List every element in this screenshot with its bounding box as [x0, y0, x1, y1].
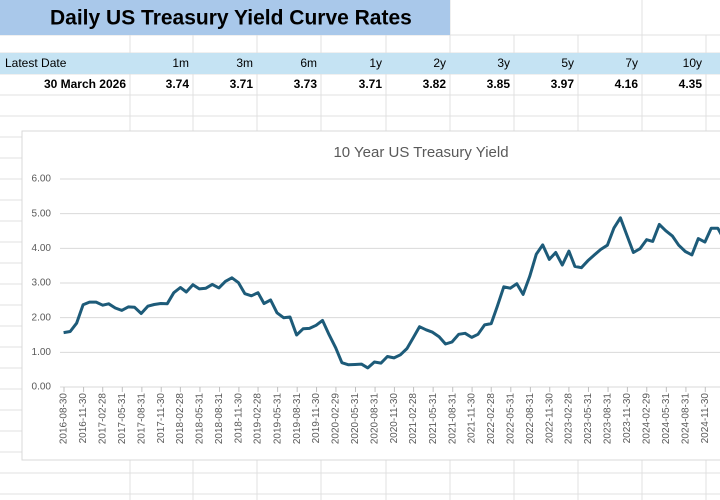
- y-tick-label: 6.00: [32, 174, 52, 185]
- column-header: 7y: [625, 56, 638, 70]
- column-header: Latest Date: [5, 56, 67, 70]
- table-cell: 30 March 2026: [44, 77, 126, 91]
- x-tick-label: 2018-11-30: [234, 393, 245, 444]
- x-tick-label: 2022-11-30: [544, 393, 555, 444]
- column-header: 3y: [497, 56, 510, 70]
- x-tick-label: 2020-05-31: [350, 393, 361, 445]
- table-cell: 3.85: [487, 77, 511, 91]
- table-cell: 4.35: [679, 77, 703, 91]
- column-header: 3m: [236, 56, 253, 70]
- x-tick-label: 2022-05-31: [505, 393, 516, 445]
- table-cell: 4.16: [615, 77, 639, 91]
- table-cell: 3.71: [230, 77, 254, 91]
- column-header: 1m: [172, 56, 189, 70]
- x-tick-label: 2020-02-29: [331, 393, 342, 445]
- x-tick-label: 2018-05-31: [195, 393, 206, 445]
- header-row: [0, 53, 720, 74]
- column-header: 5y: [561, 56, 574, 70]
- plot: 0.00 1.00 2.00 3.00 4.00 5.00 6.00 2016-08-30 20…: [32, 174, 720, 445]
- x-tick-label: 2016-11-30: [78, 393, 89, 444]
- x-tick-label: 2023-02-28: [564, 393, 575, 445]
- column-header: 1y: [369, 56, 382, 70]
- x-tick-label: 2019-08-31: [292, 393, 303, 445]
- table-cell: 3.71: [359, 77, 383, 91]
- sheet-title: Daily US Treasury Yield Curve Rates: [50, 7, 412, 30]
- x-tick-label: 2017-05-31: [117, 393, 128, 445]
- column-header: 10y: [683, 56, 702, 70]
- column-header: 2y: [433, 56, 446, 70]
- x-tick-label: 2024-02-29: [641, 393, 652, 445]
- y-tick-label: 2.00: [32, 312, 52, 323]
- x-tick-label: 2020-08-31: [370, 393, 381, 445]
- x-tick-label: 2021-02-28: [408, 393, 419, 445]
- x-tick-label: 2023-08-31: [603, 393, 614, 445]
- x-tick-label: 2019-11-30: [311, 393, 322, 444]
- yield-line: [63, 216, 720, 370]
- x-tick-label: 2020-11-30: [389, 393, 400, 444]
- x-tick-label: 2021-05-31: [428, 393, 439, 445]
- table-cell: 3.82: [423, 77, 447, 91]
- x-tick-label: 2021-11-30: [467, 393, 478, 444]
- x-tick-label: 2021-08-31: [447, 393, 458, 445]
- x-tick-label: 2022-02-28: [486, 393, 497, 445]
- x-tick-label: 2023-11-30: [622, 393, 633, 444]
- y-tick-label: 0.00: [32, 382, 52, 393]
- x-tick-label: 2024-05-31: [661, 393, 672, 445]
- table-cell: 3.73: [294, 77, 318, 91]
- x-tick-label: 2016-08-30: [59, 393, 70, 445]
- column-header: 6m: [300, 56, 317, 70]
- y-tick-label: 4.00: [32, 243, 52, 254]
- y-tick-label: 5.00: [32, 208, 52, 219]
- x-tick-label: 2022-08-31: [525, 393, 536, 445]
- y-tick-label: 3.00: [32, 278, 52, 289]
- chart-title: 10 Year US Treasury Yield: [333, 144, 508, 161]
- x-tick-label: 2024-11-30: [700, 393, 711, 444]
- x-tick-label: 2019-05-31: [272, 393, 283, 445]
- x-tick-label: 2019-02-28: [253, 393, 264, 445]
- x-tick-label: 2024-08-31: [681, 393, 692, 445]
- x-tick-label: 2017-02-28: [97, 393, 108, 445]
- table-cell: 3.74: [166, 77, 190, 91]
- chart-area: [21, 130, 720, 461]
- table-cell: 3.97: [551, 77, 575, 91]
- x-tick-label: 2018-08-31: [214, 393, 225, 445]
- x-tick-label: 2018-02-28: [175, 393, 186, 445]
- x-tick-label: 2023-05-31: [583, 393, 594, 445]
- x-tick-label: 2017-08-31: [137, 393, 148, 445]
- title-cell: [0, 0, 450, 35]
- y-tick-label: 1.00: [32, 347, 52, 358]
- x-tick-label: 2017-11-30: [156, 393, 167, 444]
